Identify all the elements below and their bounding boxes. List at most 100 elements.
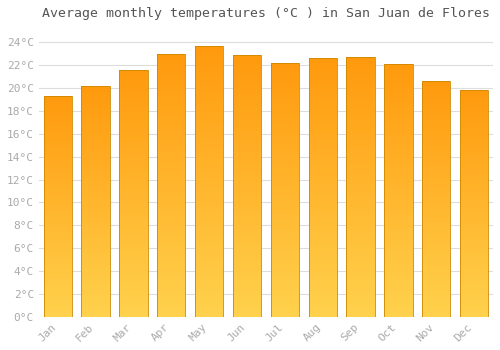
Bar: [195, 250, 224, 252]
Bar: [308, 176, 337, 177]
Bar: [119, 112, 148, 113]
Bar: [82, 223, 110, 224]
Bar: [270, 120, 299, 121]
Bar: [308, 236, 337, 237]
Bar: [384, 178, 412, 179]
Bar: [308, 314, 337, 315]
Bar: [195, 112, 224, 114]
Bar: [422, 98, 450, 99]
Bar: [157, 192, 186, 193]
Bar: [422, 110, 450, 111]
Bar: [157, 261, 186, 263]
Bar: [422, 309, 450, 310]
Bar: [119, 253, 148, 254]
Bar: [44, 134, 72, 135]
Bar: [422, 274, 450, 275]
Bar: [384, 287, 412, 288]
Bar: [195, 283, 224, 284]
Bar: [82, 169, 110, 170]
Bar: [82, 120, 110, 122]
Bar: [346, 306, 375, 308]
Bar: [82, 300, 110, 301]
Bar: [195, 68, 224, 69]
Bar: [157, 243, 186, 245]
Bar: [270, 177, 299, 178]
Bar: [82, 153, 110, 154]
Bar: [460, 268, 488, 269]
Bar: [119, 300, 148, 301]
Bar: [460, 235, 488, 237]
Bar: [195, 309, 224, 310]
Bar: [157, 268, 186, 270]
Bar: [460, 238, 488, 239]
Bar: [422, 153, 450, 154]
Bar: [384, 175, 412, 177]
Bar: [270, 242, 299, 243]
Bar: [384, 258, 412, 259]
Bar: [384, 250, 412, 251]
Bar: [119, 149, 148, 150]
Bar: [308, 228, 337, 229]
Bar: [44, 149, 72, 150]
Bar: [346, 256, 375, 257]
Bar: [233, 293, 261, 295]
Bar: [270, 233, 299, 234]
Bar: [308, 140, 337, 141]
Bar: [44, 180, 72, 181]
Bar: [157, 279, 186, 280]
Bar: [233, 89, 261, 90]
Bar: [270, 73, 299, 75]
Bar: [460, 293, 488, 294]
Bar: [157, 206, 186, 208]
Bar: [157, 284, 186, 285]
Bar: [422, 236, 450, 237]
Bar: [422, 149, 450, 151]
Bar: [44, 200, 72, 201]
Bar: [233, 141, 261, 143]
Bar: [346, 116, 375, 117]
Bar: [233, 225, 261, 226]
Bar: [119, 107, 148, 108]
Bar: [157, 147, 186, 148]
Bar: [119, 197, 148, 198]
Bar: [233, 285, 261, 287]
Bar: [195, 295, 224, 296]
Bar: [157, 61, 186, 62]
Bar: [44, 172, 72, 173]
Bar: [270, 87, 299, 89]
Bar: [270, 76, 299, 77]
Bar: [195, 93, 224, 95]
Bar: [119, 260, 148, 261]
Bar: [82, 145, 110, 146]
Bar: [82, 118, 110, 119]
Bar: [422, 154, 450, 155]
Bar: [308, 269, 337, 270]
Bar: [308, 240, 337, 242]
Bar: [422, 113, 450, 114]
Bar: [82, 289, 110, 290]
Bar: [119, 130, 148, 132]
Bar: [82, 205, 110, 206]
Bar: [308, 268, 337, 269]
Bar: [233, 122, 261, 123]
Bar: [82, 140, 110, 141]
Bar: [460, 292, 488, 293]
Bar: [82, 266, 110, 267]
Bar: [346, 165, 375, 166]
Bar: [346, 179, 375, 181]
Bar: [460, 304, 488, 306]
Bar: [308, 226, 337, 228]
Bar: [119, 74, 148, 75]
Bar: [157, 146, 186, 147]
Bar: [346, 269, 375, 270]
Bar: [44, 177, 72, 178]
Bar: [460, 127, 488, 128]
Bar: [422, 266, 450, 267]
Bar: [308, 274, 337, 275]
Bar: [233, 254, 261, 255]
Bar: [157, 213, 186, 214]
Bar: [44, 235, 72, 236]
Bar: [119, 136, 148, 138]
Bar: [82, 188, 110, 189]
Bar: [346, 70, 375, 71]
